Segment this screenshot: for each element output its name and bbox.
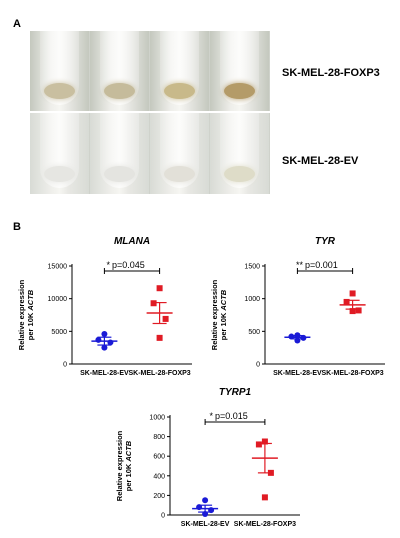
chart-title: TYR <box>315 236 336 247</box>
significance-stars: * <box>209 411 213 421</box>
tube-ev-1 <box>30 113 89 194</box>
y-tick-label: 0 <box>63 362 67 369</box>
tube-photograph <box>30 31 270 194</box>
tube-foxp3-2 <box>90 31 149 111</box>
significance-stars: * <box>106 260 110 270</box>
cell-pellet <box>224 83 255 99</box>
data-point <box>156 285 163 292</box>
x-tick-label: SK-MEL-28-EV <box>80 370 129 377</box>
significance-stars: ** <box>296 260 304 270</box>
row-label-foxp3: SK-MEL-28-FOXP3 <box>282 67 380 79</box>
tube-ev-4 <box>210 113 269 194</box>
y-tick-label: 15000 <box>48 264 68 271</box>
chart-tyrp1: TYRP1 Relative expressionper 10K ACTB 0 200… <box>115 387 300 528</box>
y-tick-label: 0 <box>161 513 165 520</box>
tube-foxp3-3 <box>150 31 209 111</box>
data-point <box>355 307 362 314</box>
y-tick-label: 0 <box>256 362 260 369</box>
y-tick-label: 200 <box>153 493 165 500</box>
chart-mlana: MLANA Relative expressionper 10K ACTB 0 500… <box>17 236 192 377</box>
x-tick-label: SK-MEL-28-FOXP3 <box>128 370 190 377</box>
y-tick-label: 500 <box>248 329 260 336</box>
data-point <box>343 298 350 305</box>
row-label-ev: SK-MEL-28-EV <box>282 155 359 167</box>
p-value: p=0.045 <box>112 260 145 270</box>
cell-pellet <box>224 166 255 182</box>
y-tick-label: 5000 <box>51 329 67 336</box>
tube-foxp3-1 <box>30 31 89 111</box>
chart-title: MLANA <box>114 236 150 247</box>
x-tick-label: SK-MEL-28-EV <box>181 521 230 528</box>
chart-tyr: TYR Relative expressionper 10K ACTB 0 500 10… <box>210 236 385 377</box>
data-point <box>349 308 356 315</box>
y-tick-label: 1000 <box>244 296 260 303</box>
data-point <box>261 438 268 445</box>
cell-pellet <box>104 83 135 99</box>
y-tick-label: 800 <box>153 434 165 441</box>
data-point <box>150 300 157 307</box>
y-tick-label: 1000 <box>149 415 165 422</box>
x-tick-label: SK-MEL-28-FOXP3 <box>234 521 296 528</box>
y-tick-label: 400 <box>153 473 165 480</box>
panel-b-letter: B <box>13 221 21 233</box>
y-tick-label: 1500 <box>244 264 260 271</box>
y-axis-label: Relative expressionper 10K ACTB <box>115 430 133 501</box>
y-axis-label: Relative expressionper 10K ACTB <box>17 279 35 350</box>
data-point <box>255 441 262 448</box>
data-point <box>349 290 356 297</box>
cell-pellet <box>164 83 195 99</box>
data-point <box>202 497 209 504</box>
tube-foxp3-4 <box>210 31 269 111</box>
cell-pellet <box>104 166 135 182</box>
panel-a-letter: A <box>13 18 21 30</box>
data-point <box>261 494 268 501</box>
tube-ev-2 <box>90 113 149 194</box>
data-point <box>101 330 108 337</box>
p-value: p=0.001 <box>305 260 338 270</box>
data-point <box>156 334 163 341</box>
x-tick-label: SK-MEL-28-EV <box>273 370 322 377</box>
y-tick-label: 600 <box>153 454 165 461</box>
y-axis-label: Relative expressionper 10K ACTB <box>210 279 228 350</box>
chart-title: TYRP1 <box>219 387 252 398</box>
data-point <box>101 344 108 351</box>
cell-pellet <box>44 83 75 99</box>
tube-ev-3 <box>150 113 209 194</box>
x-tick-label: SK-MEL-28-FOXP3 <box>321 370 383 377</box>
cell-pellet <box>44 166 75 182</box>
y-tick-label: 10000 <box>48 296 68 303</box>
p-value: p=0.015 <box>215 411 248 421</box>
data-point <box>162 315 169 322</box>
cell-pellet <box>164 166 195 182</box>
